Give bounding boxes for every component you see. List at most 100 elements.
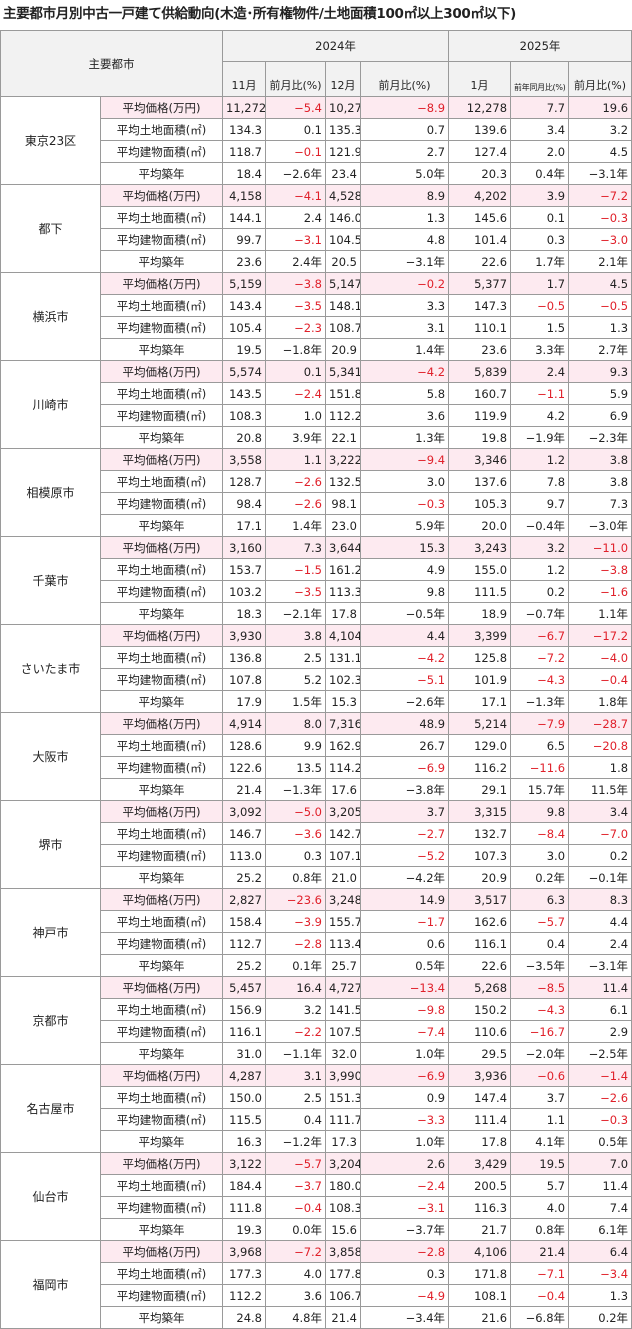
cell-value: 0.5年 [568,1130,632,1153]
cell-value: −2.6 [265,492,326,515]
cell-value: 3,122 [222,1152,266,1175]
cell-value: 1.8年 [568,690,632,713]
cell-value: 162.6 [448,910,512,933]
cell-value: 3.2 [568,118,632,141]
cell-value: 3.8 [265,624,326,647]
cell-value: 4,158 [222,184,266,207]
table-row: 平均土地面積(㎡) 177.3 4.0 177.8 0.3 171.8 −7.1 −3.4 [1,1262,632,1285]
cell-value: 99.7 [222,228,266,251]
cell-value: 1.2 [510,558,570,581]
cell-value: −3.4 [568,1262,632,1285]
cell-value: −3.8 [265,272,326,295]
city-name: 堺市 [0,800,101,889]
cell-value: 127.4 [448,140,512,163]
cell-value: 21.6 [448,1306,512,1329]
cell-value: 101.9 [448,668,512,691]
cell-value: 2.4 [265,206,326,229]
cell-value: 151.8 [325,382,361,405]
cell-value: 0.5年 [359,954,450,977]
cell-value: 21.4 [510,1240,570,1263]
metric-label: 平均築年 [100,1306,223,1329]
cell-value: 3,092 [222,800,266,823]
cell-value: 2.9 [568,1020,632,1043]
cell-value: 143.5 [222,382,266,405]
table-row: 平均土地面積(㎡) 136.8 2.5 131.1 −4.2 125.8 −7.2 −4.0 [1,646,632,669]
cell-value: 112.2 [222,1284,266,1307]
cell-value: −7.1 [510,1262,570,1285]
cell-value: 11.4 [568,1174,632,1197]
cell-value: 155.7 [325,910,361,933]
table-row: 平均建物面積(㎡) 98.4 −2.6 98.1 −0.3 105.3 9.7 7.3 [1,492,632,515]
cell-value: 9.7 [510,492,570,515]
cell-value: 23.4 [325,162,361,185]
cell-value: 3.4 [568,800,632,823]
cell-value: 4.4 [568,910,632,933]
metric-label: 平均築年 [100,602,223,625]
cell-value: −3.1年 [568,954,632,977]
cell-value: 0.1 [510,206,570,229]
cell-value: −2.4 [359,1174,450,1197]
cell-value: 158.4 [222,910,266,933]
cell-value: −0.4 [510,1284,570,1307]
metric-label: 平均築年 [100,250,223,273]
cell-value: −11.0 [568,536,632,559]
cell-value: 136.8 [222,646,266,669]
cell-value: 2.5 [265,1086,326,1109]
cell-value: −2.8 [265,932,326,955]
cell-value: −2.1年 [265,602,326,625]
cell-value: 2.1年 [568,250,632,273]
cell-value: 5,457 [222,976,266,999]
year-header: 2024年 [221,30,450,62]
cell-value: 184.4 [222,1174,266,1197]
cell-value: 11.4 [568,976,632,999]
cell-value: 125.8 [448,646,512,669]
year-header: 2025年 [448,30,632,62]
cell-value: 113.4 [325,932,361,955]
metric-label: 平均築年 [100,954,223,977]
cell-value: 0.4年 [510,162,570,185]
cell-value: −0.3 [568,1108,632,1131]
cell-value: 105.4 [222,316,266,339]
cell-value: 3,243 [448,536,512,559]
cell-value: −8.9 [359,96,450,119]
cell-value: −6.7 [510,624,570,647]
cell-value: 1.0 [265,404,326,427]
cell-value: 5,214 [448,712,512,735]
cell-value: 142.7 [325,822,361,845]
table-row: 平均築年 25.2 0.1年 25.7 0.5年 22.6 −3.5年 −3.1年 [1,954,632,977]
cell-value: 144.1 [222,206,266,229]
cell-value: 200.5 [448,1174,512,1197]
city-name: 都下 [0,184,101,273]
cell-value: 134.3 [222,118,266,141]
cell-value: −0.4年 [510,514,570,537]
cell-value: 5,147 [325,272,361,295]
cell-value: 22.6 [448,954,512,977]
cell-value: 3.1 [265,1064,326,1087]
cell-value: −7.2 [510,646,570,669]
table-row: 平均建物面積(㎡) 99.7 −3.1 104.5 4.8 101.4 0.3 −3.0 [1,228,632,251]
cell-value: 21.4 [222,778,266,801]
cell-value: 145.6 [448,206,512,229]
cell-value: 3,222 [325,448,361,471]
metric-label: 平均建物面積(㎡) [100,1284,223,1307]
cell-value: 177.3 [222,1262,266,1285]
cell-value: 0.7 [359,118,450,141]
city-name: 千葉市 [0,536,101,625]
cell-value: −2.7 [359,822,450,845]
metric-label: 平均価格(万円) [100,1240,223,1263]
cell-value: 4.2 [510,404,570,427]
cell-value: 0.1 [265,360,326,383]
column-header: 前月比(%) [265,61,326,97]
cell-value: −1.2年 [265,1130,326,1153]
cell-value: 108.1 [448,1284,512,1307]
table-row: 京都市 平均価格(万円) 5,457 16.4 4,727 −13.4 5,268 −8.5 1… [0,976,632,1065]
table-row: 平均建物面積(㎡) 115.5 0.4 111.7 −3.3 111.4 1.1 −0.3 [1,1108,632,1131]
metric-label: 平均土地面積(㎡) [100,558,223,581]
cell-value: −17.2 [568,624,632,647]
cell-value: 0.3 [510,228,570,251]
cell-value: 4.1年 [510,1130,570,1153]
cell-value: 6.3 [510,888,570,911]
cell-value: −3.7 [265,1174,326,1197]
cell-value: 119.9 [448,404,512,427]
cell-value: 116.1 [222,1020,266,1043]
